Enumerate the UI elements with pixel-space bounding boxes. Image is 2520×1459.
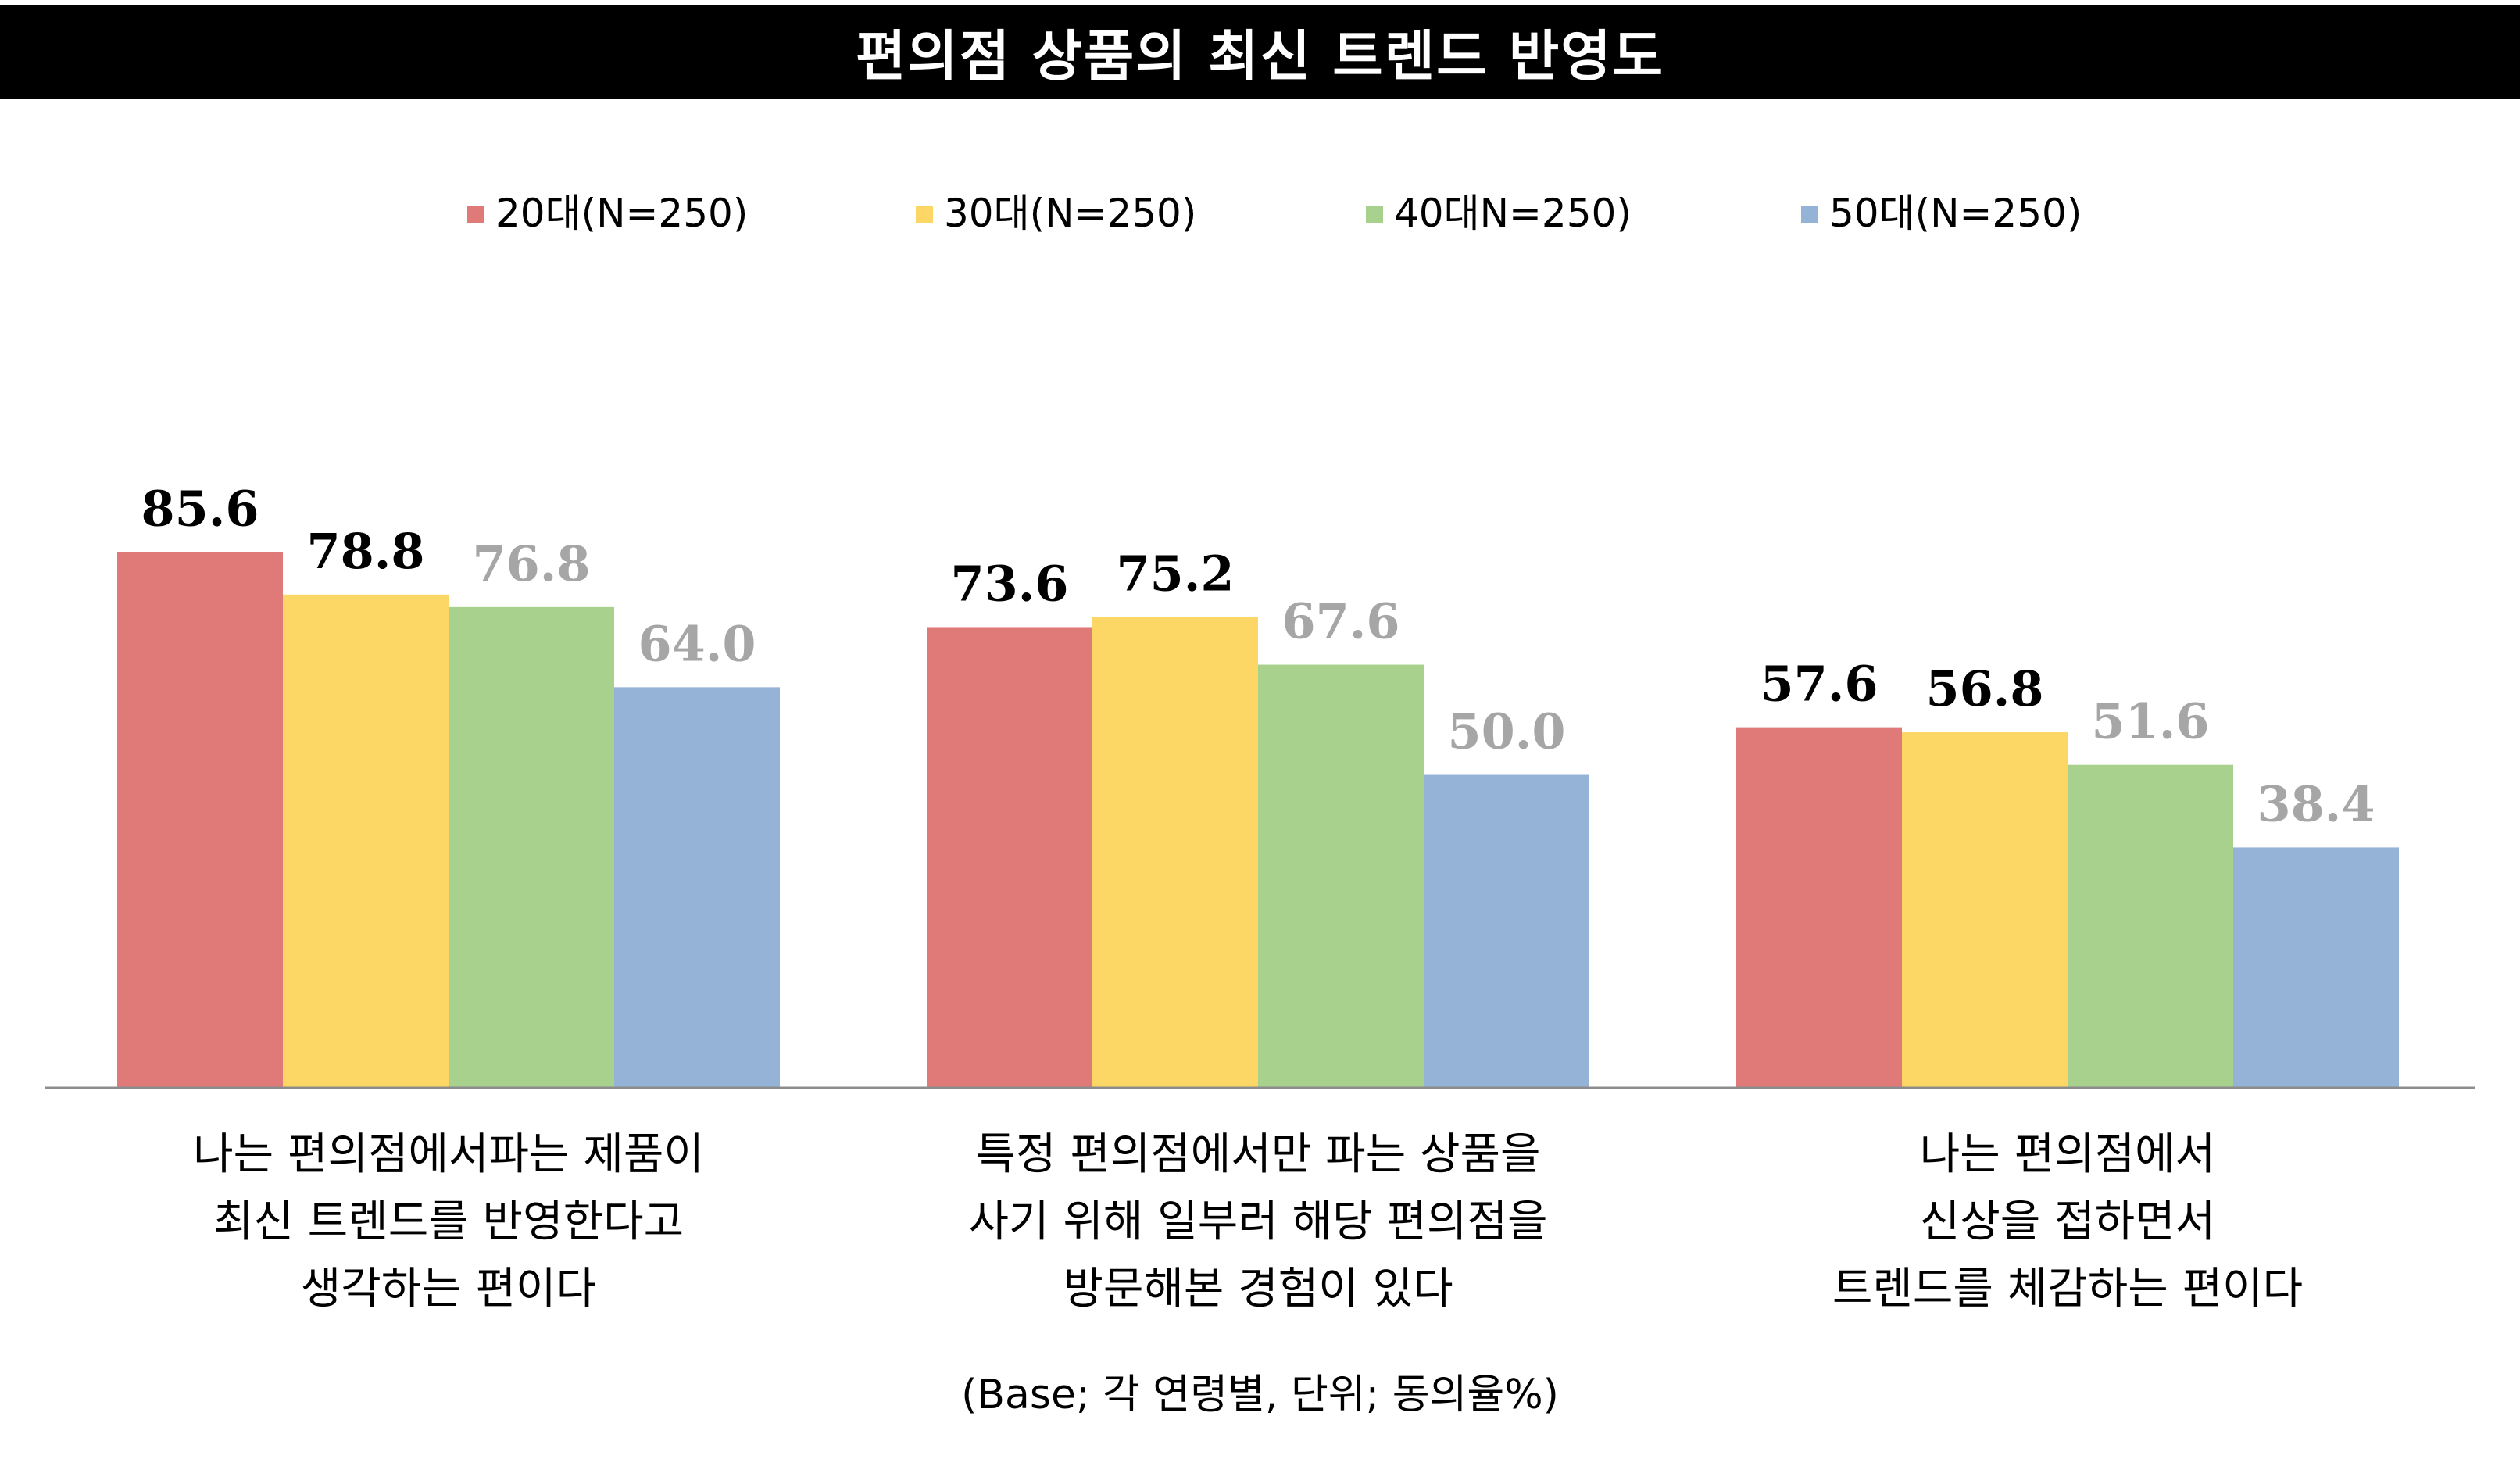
value-label-1-2: 67.6 xyxy=(1281,593,1399,650)
value-label-2-1: 56.8 xyxy=(1925,660,2043,717)
category-label-0-line-0: 나는 편의점에서파는 제품이 xyxy=(193,1129,704,1180)
title-bar: 편의점 상품의 최신 트렌드 반영도 xyxy=(0,5,2520,99)
value-label-1-0: 73.6 xyxy=(950,555,1068,612)
value-label-2-3: 38.4 xyxy=(2257,775,2375,832)
bar-0-3 xyxy=(614,687,780,1088)
bar-0-1 xyxy=(283,594,449,1088)
legend: 20대(N=250) 30대(N=250) 40대N=250) 50대(N=250) xyxy=(467,191,2082,236)
value-label-2-2: 51.6 xyxy=(2091,693,2209,750)
bars xyxy=(117,552,2399,1088)
category-label-2-line-1: 신상을 접하면서 xyxy=(1920,1196,2215,1247)
value-labels: 85.6 78.8 76.8 64.0 73.6 75.2 67.6 50.0 57.6 56.8… xyxy=(141,480,2375,832)
category-label-1-line-2: 방문해본 경험이 있다 xyxy=(1063,1264,1453,1314)
category-label-1-line-0: 특정 편의점에서만 파는 상품을 xyxy=(975,1129,1540,1180)
value-label-2-0: 57.6 xyxy=(1760,656,1878,713)
legend-swatch-1 xyxy=(916,206,933,223)
chart-title: 편의점 상품의 최신 트렌드 반영도 xyxy=(855,24,1665,88)
footnote: (Base; 각 연령별, 단위; 동의율%) xyxy=(961,1371,1559,1418)
legend-label-2: 40대N=250) xyxy=(1394,191,1632,236)
bar-2-1 xyxy=(1902,732,2068,1088)
bar-1-1 xyxy=(1092,617,1258,1088)
legend-swatch-3 xyxy=(1801,206,1818,223)
value-label-0-2: 76.8 xyxy=(472,535,590,592)
value-label-0-1: 78.8 xyxy=(306,523,424,580)
category-label-0-line-1: 최신 트렌드를 반영한다고 xyxy=(213,1196,684,1247)
bar-2-0 xyxy=(1736,727,1902,1088)
value-label-1-1: 75.2 xyxy=(1116,545,1234,603)
value-label-1-3: 50.0 xyxy=(1447,703,1565,760)
bar-0-2 xyxy=(449,606,614,1088)
value-label-0-3: 64.0 xyxy=(638,615,756,672)
value-label-0-0: 85.6 xyxy=(141,480,259,537)
bar-0-0 xyxy=(117,552,283,1088)
bar-1-0 xyxy=(927,627,1092,1088)
bar-2-3 xyxy=(2233,847,2399,1088)
legend-label-3: 50대(N=250) xyxy=(1829,191,2082,236)
category-label-2-line-0: 나는 편의점에서 xyxy=(1920,1129,2215,1180)
legend-label-1: 30대(N=250) xyxy=(944,191,1196,236)
legend-swatch-0 xyxy=(467,206,484,223)
bar-1-2 xyxy=(1258,664,1424,1088)
legend-label-0: 20대(N=250) xyxy=(495,191,748,236)
bar-2-2 xyxy=(2068,764,2233,1088)
category-label-0-line-2: 생각하는 편이다 xyxy=(301,1264,596,1314)
bar-1-3 xyxy=(1424,774,1589,1088)
category-label-1-line-1: 사기 위해 일부러 해당 편의점을 xyxy=(969,1196,1548,1247)
legend-swatch-2 xyxy=(1366,206,1383,223)
category-label-2-line-2: 트렌드를 체감하는 편이다 xyxy=(1832,1264,2303,1314)
